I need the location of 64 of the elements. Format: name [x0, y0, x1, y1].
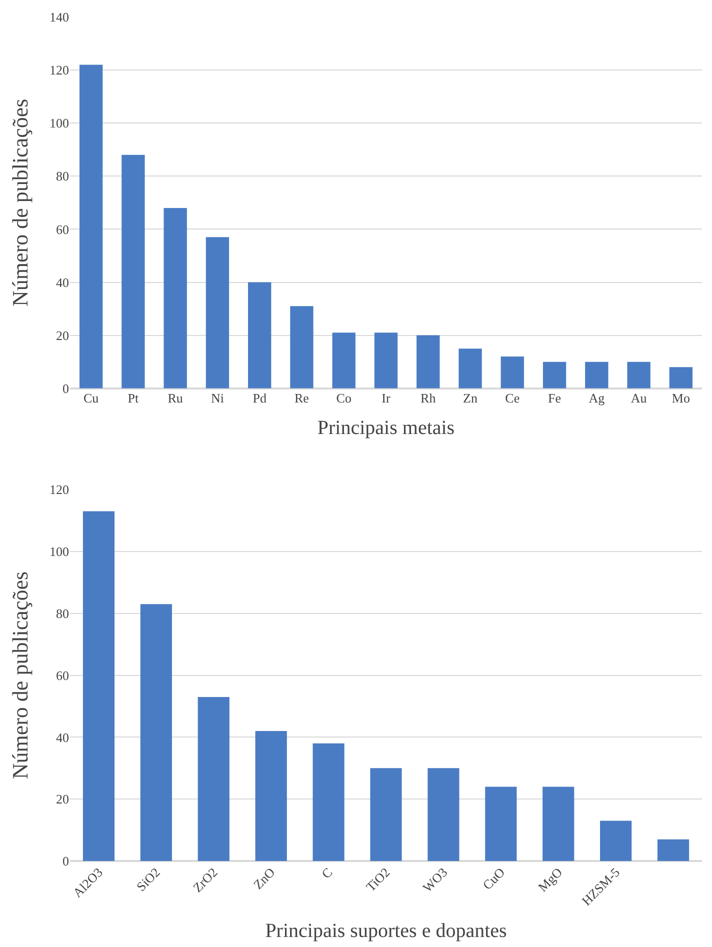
x-tick-label: Pt: [128, 390, 140, 406]
bar: [500, 356, 524, 388]
y-tick-label: 100: [50, 116, 69, 131]
x-tick-label: ZnO: [250, 864, 278, 892]
bar: [485, 786, 517, 861]
bar: [542, 362, 566, 388]
bar: [206, 237, 230, 388]
bar: [585, 362, 608, 388]
y-tick-label: 0: [62, 854, 69, 869]
bar: [248, 282, 272, 388]
y-tick-label: 0: [62, 380, 69, 396]
y-tick-label: 60: [56, 222, 69, 237]
bar: [198, 696, 230, 861]
x-tick-label: Au: [630, 390, 648, 406]
x-tick-label: C: [318, 864, 336, 882]
y-tick-label: 120: [50, 62, 69, 78]
bar: [122, 154, 145, 388]
x-tick-label: Ce: [505, 390, 520, 406]
x-tick-label: Zn: [463, 390, 478, 406]
y-axis-title: Número de publicações: [7, 98, 32, 307]
bar: [657, 839, 690, 861]
bar: [164, 208, 187, 388]
bar: [82, 511, 115, 861]
x-tick-label: Fe: [548, 390, 562, 406]
y-tick-label: 40: [56, 730, 69, 745]
bar: [600, 820, 632, 861]
x-tick-label: Co: [336, 390, 352, 406]
y-tick-label: 20: [56, 792, 69, 807]
x-tick-label: Cu: [83, 390, 100, 406]
x-tick-label: Ru: [168, 390, 184, 406]
bar: [669, 367, 693, 388]
y-tick-label: 40: [56, 274, 69, 290]
x-tick-label: Ni: [210, 390, 224, 406]
x-tick-label: Rh: [420, 390, 436, 406]
x-tick-label: Re: [294, 390, 310, 406]
bar: [458, 348, 482, 388]
x-tick-label: Pd: [252, 390, 267, 406]
y-tick-label: 20: [56, 328, 69, 343]
bar: [255, 731, 287, 861]
x-tick-label: CuO: [480, 864, 508, 893]
y-tick-label: 100: [50, 544, 69, 560]
bar: [79, 64, 103, 388]
bar: [370, 768, 402, 861]
x-tick-label: WO3: [420, 864, 450, 896]
bar: [332, 332, 356, 388]
y-tick-label: 60: [56, 668, 69, 683]
bar: [542, 786, 574, 861]
x-axis-title: Principais metais: [317, 416, 455, 439]
y-tick-label: 80: [56, 168, 69, 184]
x-tick-label: Ir: [382, 390, 391, 406]
x-axis-title: Principais suportes e dopantes: [265, 920, 508, 942]
bar: [140, 604, 172, 861]
y-tick-label: 120: [50, 482, 69, 498]
bar: [428, 768, 460, 861]
bar: [374, 332, 398, 388]
bar: [312, 743, 344, 861]
bar: [416, 335, 440, 388]
x-tick-label: Ag: [588, 390, 606, 406]
y-tick-label: 80: [56, 606, 69, 621]
bar: [627, 362, 650, 388]
y-tick-label: 140: [50, 10, 69, 25]
bar: [290, 306, 314, 388]
x-tick-label: Mo: [672, 390, 690, 406]
y-axis-title: Número de publicações: [7, 571, 32, 780]
